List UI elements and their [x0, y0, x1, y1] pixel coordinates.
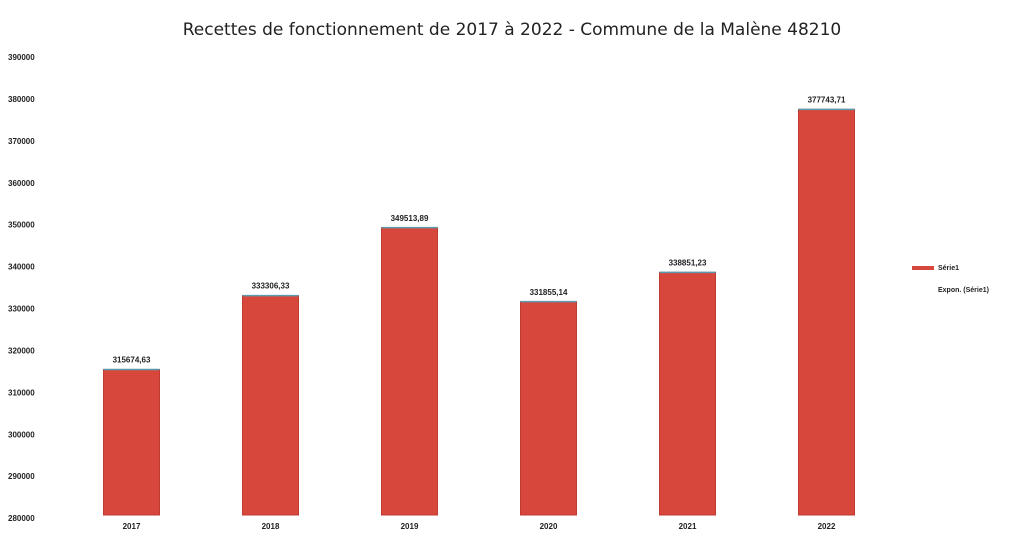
legend-label: Série1	[938, 265, 959, 272]
legend-label: Expon. (Série1)	[938, 287, 989, 294]
legend-swatch	[912, 266, 934, 270]
x-tick-label: 2020	[540, 522, 558, 531]
value-label: 315674,63	[113, 356, 151, 365]
x-tick-label: 2021	[679, 522, 697, 531]
x-tick-label: 2019	[401, 522, 419, 531]
y-tick-label: 280000	[8, 514, 35, 523]
value-label: 338851,23	[669, 258, 707, 267]
x-tick-label: 2017	[123, 522, 141, 531]
y-tick-label: 300000	[8, 430, 35, 439]
y-tick-label: 350000	[8, 221, 35, 230]
value-label: 377743,71	[808, 95, 846, 104]
bar	[103, 368, 160, 516]
bar	[381, 227, 438, 516]
x-tick-label: 2022	[818, 522, 836, 531]
y-tick-label: 370000	[8, 137, 35, 146]
y-tick-label: 310000	[8, 388, 35, 397]
bar	[659, 271, 716, 516]
y-tick-label: 290000	[8, 472, 35, 481]
y-tick-label: 380000	[8, 95, 35, 104]
bar	[798, 108, 855, 516]
value-label: 333306,33	[252, 282, 290, 291]
y-tick-label: 360000	[8, 179, 35, 188]
y-tick-label: 390000	[8, 53, 35, 62]
y-tick-label: 340000	[8, 263, 35, 272]
bar	[242, 295, 299, 516]
y-tick-label: 320000	[8, 346, 35, 355]
y-tick-label: 330000	[8, 305, 35, 314]
x-tick-label: 2018	[262, 522, 280, 531]
value-label: 349513,89	[391, 214, 429, 223]
chart-title: Recettes de fonctionnement de 2017 à 202…	[183, 20, 842, 40]
value-label: 331855,14	[530, 288, 568, 297]
bar	[520, 301, 577, 516]
